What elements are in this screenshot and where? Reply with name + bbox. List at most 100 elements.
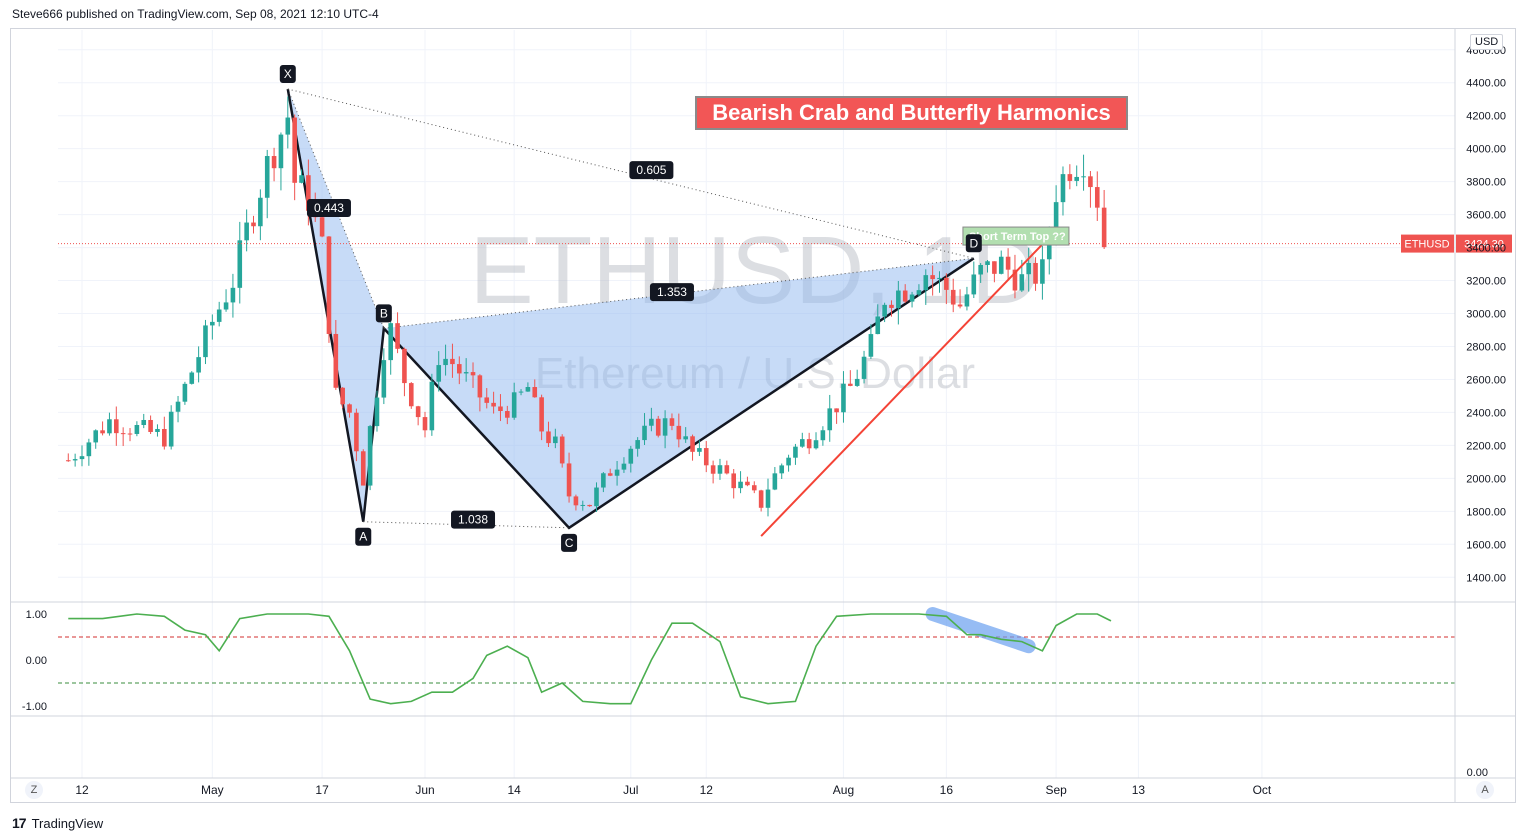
candle-body bbox=[422, 417, 428, 431]
candle-body bbox=[957, 304, 963, 307]
price-tick-label: 3800.00 bbox=[1466, 177, 1506, 189]
candle-body bbox=[635, 440, 640, 449]
overlays: ETHUSD 3424.30 Short Term Top ?? X A B C D 0.443… bbox=[58, 65, 1512, 552]
harmonic-pattern bbox=[286, 88, 975, 530]
ratio-label-bg bbox=[649, 283, 694, 302]
candle-body bbox=[525, 387, 531, 392]
candle-body bbox=[93, 430, 99, 443]
candle-body bbox=[210, 321, 215, 326]
point-label-a: A bbox=[359, 530, 367, 544]
symbol-label: ETHUSD bbox=[1404, 239, 1449, 251]
point-label-c: C bbox=[565, 536, 574, 550]
candle-body bbox=[573, 496, 579, 506]
candle-body bbox=[340, 387, 345, 405]
candle-body bbox=[697, 448, 702, 452]
ratio-label: 1.353 bbox=[657, 285, 687, 299]
candle-body bbox=[683, 436, 688, 440]
candle-body bbox=[196, 357, 201, 373]
tradingview-logo-icon: 17 bbox=[12, 815, 27, 831]
candle-body bbox=[834, 408, 839, 413]
currency-badge[interactable]: USD bbox=[1470, 34, 1504, 50]
point-label-d: D bbox=[969, 236, 978, 250]
auto-scale-z-button[interactable]: Z bbox=[25, 781, 43, 799]
candle-body bbox=[806, 439, 812, 449]
candle-body bbox=[360, 451, 366, 486]
last-price-label-bg bbox=[1456, 234, 1512, 253]
candle-body bbox=[484, 397, 490, 403]
axes: 1400.00 1600.00 1800.00 2000.00 2200.00 2400.… bbox=[10, 28, 1516, 803]
symbol-label-bg bbox=[1401, 234, 1454, 253]
time-tick-label: Jul bbox=[623, 783, 638, 797]
candle-body bbox=[772, 473, 778, 490]
candle-body bbox=[155, 428, 160, 432]
candle-body bbox=[1074, 176, 1079, 181]
candle-body bbox=[230, 287, 236, 303]
candle-body bbox=[518, 391, 524, 393]
candle-body bbox=[505, 411, 510, 418]
candle-body bbox=[587, 504, 592, 507]
auto-scale-a-button[interactable]: A bbox=[1476, 781, 1494, 799]
candle-body bbox=[944, 277, 949, 290]
time-tick-label: 16 bbox=[940, 783, 954, 797]
candle-body bbox=[120, 433, 126, 435]
price-tick-label: 2000.00 bbox=[1466, 473, 1506, 485]
candle-body bbox=[251, 222, 256, 227]
candle-body bbox=[148, 419, 153, 432]
candle-body bbox=[470, 372, 476, 376]
candle-body bbox=[937, 277, 942, 280]
ratio-label: 0.443 bbox=[314, 201, 344, 215]
point-label-bg bbox=[279, 65, 296, 84]
osc-tick-label: 0.00 bbox=[26, 655, 47, 667]
candle-body bbox=[971, 274, 977, 295]
annotation-title: Bearish Crab and Butterfly Harmonics bbox=[695, 96, 1128, 130]
price-tick-label: 1600.00 bbox=[1466, 539, 1506, 551]
candle-body bbox=[861, 356, 867, 379]
candle-body bbox=[566, 463, 572, 497]
candle-body bbox=[559, 436, 565, 464]
candle-body bbox=[875, 316, 881, 335]
candle-body bbox=[800, 439, 805, 447]
candle-body bbox=[114, 419, 119, 434]
candle-body bbox=[127, 433, 133, 435]
candle-body bbox=[765, 489, 771, 508]
candle-body bbox=[539, 397, 544, 432]
candle-body bbox=[1040, 259, 1045, 284]
candle-body bbox=[992, 261, 997, 274]
point-label-bg bbox=[355, 527, 372, 546]
footer: 17 TradingView bbox=[12, 815, 103, 831]
candle-body bbox=[985, 261, 990, 265]
time-tick-label: 14 bbox=[508, 783, 522, 797]
candle-body bbox=[498, 406, 503, 412]
time-tick-label: Sep bbox=[1045, 783, 1067, 797]
candle-body bbox=[182, 383, 188, 402]
price-tick-label: 3200.00 bbox=[1466, 276, 1506, 288]
candle-body bbox=[203, 325, 208, 358]
candle-body bbox=[278, 134, 284, 169]
candle-body bbox=[854, 378, 860, 386]
candle-body bbox=[909, 294, 915, 302]
oscillator-pane: 1.00 0.00 -1.00 0.00 bbox=[22, 607, 1488, 779]
candle-body bbox=[930, 275, 935, 280]
ratio-label-bg bbox=[306, 199, 351, 218]
time-tick-label: 12 bbox=[700, 783, 714, 797]
point-label-bg bbox=[375, 304, 392, 323]
candle-body bbox=[347, 404, 352, 413]
time-tick-label: 12 bbox=[75, 783, 89, 797]
footer-brand: TradingView bbox=[31, 815, 104, 831]
time-tick-label: 13 bbox=[1132, 783, 1146, 797]
candle-body bbox=[1081, 176, 1086, 178]
candle-body bbox=[703, 448, 709, 466]
candle-body bbox=[162, 428, 167, 447]
candle-body bbox=[511, 392, 517, 418]
time-tick-label: Jun bbox=[415, 783, 434, 797]
price-tick-label: 2200.00 bbox=[1466, 440, 1506, 452]
candle-body bbox=[285, 117, 291, 135]
ratio-label: 0.605 bbox=[636, 163, 666, 177]
candle-body bbox=[1026, 262, 1031, 275]
price-tick-label: 4000.00 bbox=[1466, 144, 1506, 156]
candle-body bbox=[662, 418, 668, 436]
candle-body bbox=[477, 375, 483, 398]
time-tick-label: Oct bbox=[1253, 783, 1272, 797]
candle-body bbox=[607, 473, 613, 476]
